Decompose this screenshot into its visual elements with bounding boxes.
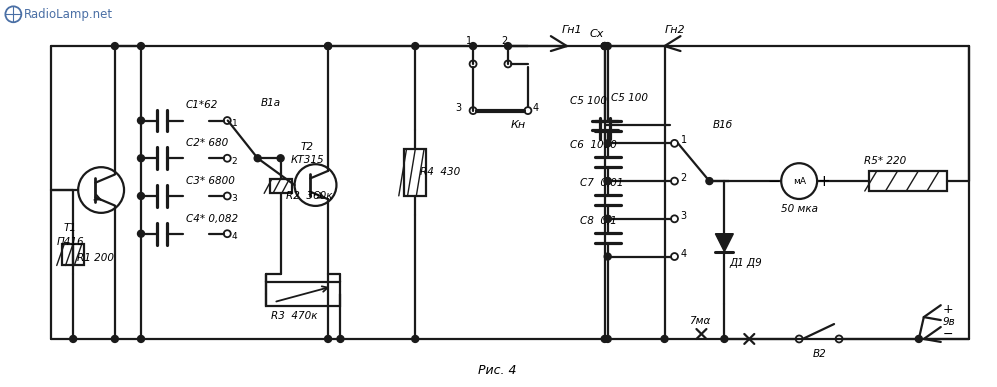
Text: 2: 2 (500, 36, 507, 46)
Text: КТ315: КТ315 (291, 155, 324, 165)
Circle shape (337, 336, 344, 342)
Text: R3  470к: R3 470к (270, 311, 317, 321)
Circle shape (138, 43, 145, 50)
Text: C2* 680: C2* 680 (185, 139, 228, 148)
Text: C5 100: C5 100 (570, 96, 607, 106)
Circle shape (504, 43, 511, 50)
Text: 1: 1 (466, 36, 473, 46)
Text: RadioLamp.net: RadioLamp.net (24, 8, 114, 21)
Polygon shape (716, 234, 734, 252)
Circle shape (915, 336, 922, 342)
Text: −: − (768, 174, 781, 188)
Text: R2  360к: R2 360к (285, 191, 332, 201)
Text: 4: 4 (533, 103, 539, 113)
Circle shape (138, 230, 145, 237)
Text: C3* 6800: C3* 6800 (185, 176, 234, 186)
Text: мА: мА (793, 176, 806, 186)
Text: 3: 3 (681, 211, 687, 221)
Circle shape (706, 178, 713, 185)
Bar (404, 149, 426, 196)
Circle shape (470, 43, 477, 50)
Text: R1 200: R1 200 (77, 253, 115, 262)
Circle shape (70, 336, 77, 342)
Circle shape (721, 336, 728, 342)
Text: Рис. 4: Рис. 4 (478, 364, 516, 377)
Text: Сх: Сх (590, 29, 604, 39)
Circle shape (325, 336, 332, 342)
Circle shape (604, 253, 611, 260)
Text: C8  0,1: C8 0,1 (580, 216, 617, 226)
Circle shape (138, 117, 145, 124)
Text: +: + (943, 303, 953, 316)
Circle shape (604, 215, 611, 222)
Text: В1б: В1б (713, 120, 733, 130)
Bar (869, 171, 947, 191)
Circle shape (661, 336, 668, 342)
Text: В1а: В1а (260, 98, 281, 108)
Text: C7  0,01: C7 0,01 (580, 178, 623, 188)
Circle shape (604, 336, 611, 342)
Text: 9в: 9в (943, 317, 955, 327)
Bar (62, 244, 84, 265)
Text: 1: 1 (231, 119, 237, 128)
Text: Гн2: Гн2 (664, 25, 685, 35)
Circle shape (112, 336, 119, 342)
Bar (269, 179, 291, 194)
Text: 2: 2 (231, 157, 237, 166)
Circle shape (277, 155, 284, 162)
Circle shape (604, 43, 611, 50)
Text: В2: В2 (813, 349, 826, 359)
Text: 3: 3 (455, 103, 461, 113)
Circle shape (604, 178, 611, 185)
Text: C1*62: C1*62 (185, 99, 218, 110)
Text: 3: 3 (231, 194, 237, 204)
Text: C4* 0,082: C4* 0,082 (185, 214, 238, 224)
Circle shape (604, 140, 611, 147)
Circle shape (138, 192, 145, 199)
Circle shape (112, 43, 119, 50)
Text: 4: 4 (681, 248, 687, 259)
Circle shape (601, 43, 608, 50)
Text: 7мα: 7мα (690, 316, 711, 326)
Circle shape (601, 43, 608, 50)
Bar (265, 283, 340, 306)
Circle shape (412, 43, 419, 50)
Text: R5* 220: R5* 220 (864, 156, 906, 166)
Circle shape (601, 336, 608, 342)
Circle shape (138, 336, 145, 342)
Text: +: + (818, 174, 831, 188)
Text: 2: 2 (681, 173, 687, 183)
Text: Гн1: Гн1 (561, 25, 582, 35)
Circle shape (604, 178, 611, 185)
Text: C6  1000: C6 1000 (570, 140, 617, 150)
Text: Д1 Д9: Д1 Д9 (730, 257, 762, 267)
Text: 50 мка: 50 мка (781, 204, 818, 214)
Text: R4  430: R4 430 (420, 167, 461, 177)
Text: Т1: Т1 (63, 223, 76, 233)
Text: 4: 4 (231, 232, 237, 241)
Text: Кн: Кн (510, 120, 525, 130)
Circle shape (601, 43, 608, 50)
Circle shape (325, 43, 332, 50)
Circle shape (412, 336, 419, 342)
Circle shape (325, 43, 332, 50)
Text: П416: П416 (56, 237, 84, 247)
Text: 1: 1 (681, 135, 687, 146)
Text: −: − (943, 327, 953, 341)
Circle shape (138, 155, 145, 162)
Circle shape (254, 155, 261, 162)
Text: Т2: Т2 (301, 142, 314, 152)
Text: C5 100: C5 100 (611, 93, 648, 103)
Circle shape (604, 215, 611, 222)
